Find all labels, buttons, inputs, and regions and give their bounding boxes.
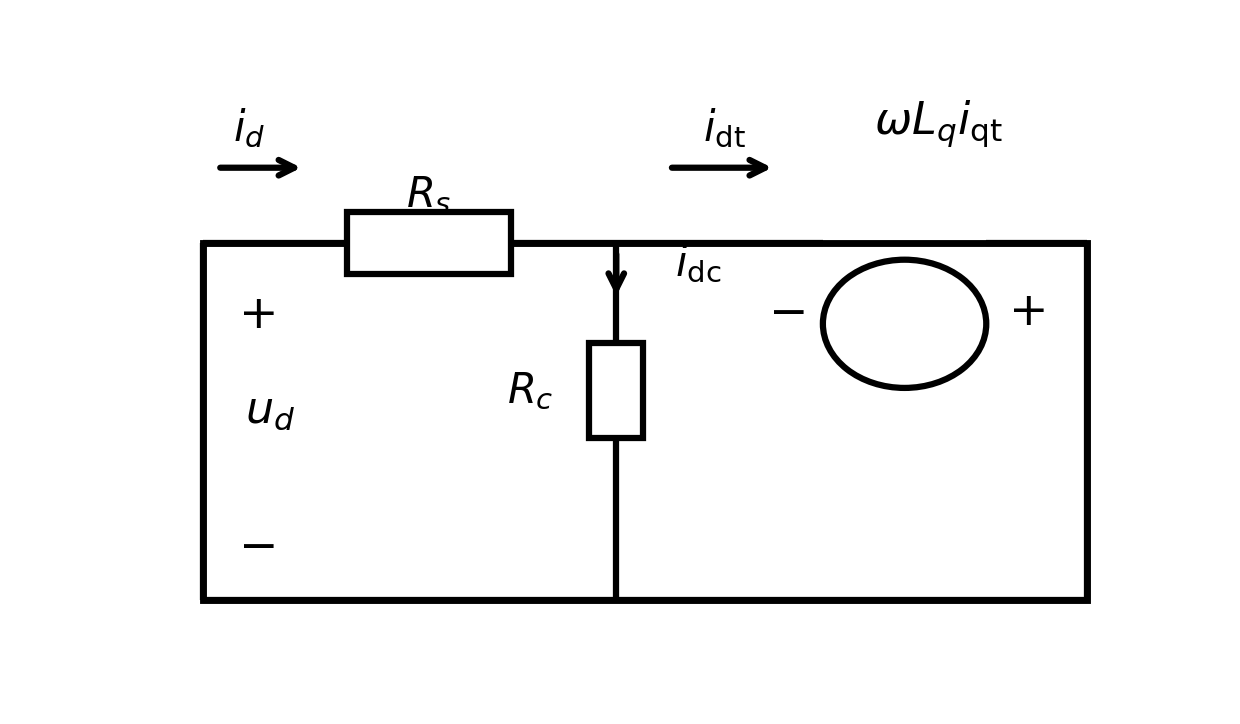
Text: $-$: $-$ <box>768 290 805 335</box>
Text: $+$: $+$ <box>1008 290 1045 335</box>
Bar <box>347 212 511 274</box>
Text: $u_d$: $u_d$ <box>246 389 295 432</box>
Text: $+$: $+$ <box>238 293 274 338</box>
Ellipse shape <box>823 260 986 388</box>
Text: $-$: $-$ <box>238 524 274 569</box>
Text: $\omega L_q i_{\rm qt}$: $\omega L_q i_{\rm qt}$ <box>874 98 1003 148</box>
Bar <box>203 243 1087 599</box>
Text: $R_s$: $R_s$ <box>407 174 451 216</box>
Text: $i_{\rm dt}$: $i_{\rm dt}$ <box>703 107 745 151</box>
Text: $i_d$: $i_d$ <box>233 107 265 151</box>
Text: $i_{\rm dc}$: $i_{\rm dc}$ <box>675 243 722 285</box>
Text: $R_c$: $R_c$ <box>506 370 553 412</box>
Bar <box>589 343 644 438</box>
